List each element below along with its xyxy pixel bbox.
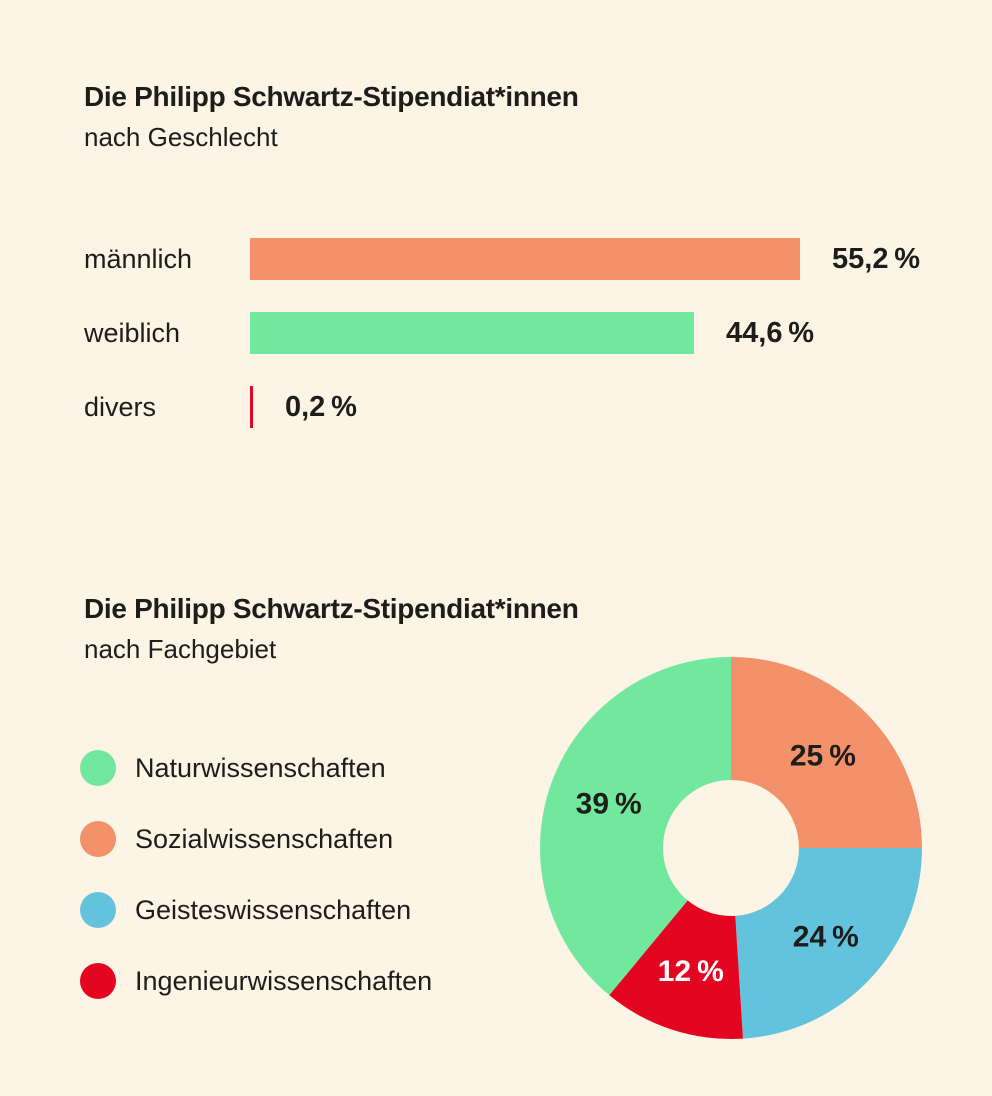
gender-chart-subtitle: nach Geschlecht: [84, 122, 278, 152]
donut-value-label-Naturwissenschaften: 39 %: [576, 788, 642, 821]
bar-value-label: 0,2 %: [285, 390, 357, 423]
bar-row-weiblich: weiblich 44,6 %: [84, 312, 964, 354]
legend-label: Ingenieurwissenschaften: [135, 965, 433, 996]
bar-divers: [250, 386, 253, 428]
legend-label: Geisteswissenschaften: [135, 894, 412, 925]
donut-legend: Naturwissenschaften Sozialwissenschaften G…: [80, 750, 432, 1034]
donut-value-label-Ingenieurwissenschaften: 12 %: [658, 955, 724, 988]
bar-row-divers: divers 0,2 %: [84, 386, 964, 428]
legend-item-Sozialwissenschaften: Sozialwissenschaften: [80, 821, 432, 857]
donut-slice-Geisteswissenschaften: [735, 848, 922, 1039]
legend-item-Ingenieurwissenschaften: Ingenieurwissenschaften: [80, 963, 432, 999]
bar-category-label: männlich: [84, 243, 193, 274]
donut-value-label-Sozialwissenschaften: 25 %: [790, 740, 856, 773]
legend-label: Naturwissenschaften: [135, 752, 386, 783]
donut-slice-Ingenieurwissenschaften: [609, 900, 743, 1039]
legend-item-Naturwissenschaften: Naturwissenschaften: [80, 750, 432, 786]
bar-männlich: [250, 238, 800, 280]
field-chart-subtitle: nach Fachgebiet: [84, 634, 277, 664]
legend-dot-icon: [80, 821, 116, 857]
bar-category-label: divers: [84, 391, 157, 422]
donut-value-label-Geisteswissenschaften: 24 %: [793, 921, 859, 954]
gender-chart-title: Die Philipp Schwartz-Stipendiat*innen: [84, 81, 579, 112]
field-chart-title: Die Philipp Schwartz-Stipendiat*innen: [84, 593, 579, 624]
donut-slice-Naturwissenschaften: [539, 657, 731, 996]
legend-label: Sozialwissenschaften: [135, 823, 394, 854]
bar-rows: männlich 55,2 % weiblich 44,6 % divers 0,2 %: [84, 238, 964, 460]
bar-weiblich: [250, 312, 694, 354]
legend-dot-icon: [80, 892, 116, 928]
bar-value-label: 44,6 %: [726, 316, 815, 349]
legend-item-Geisteswissenschaften: Geisteswissenschaften: [80, 892, 432, 928]
donut-slice-Sozialwissenschaften: [731, 657, 922, 848]
legend-dot-icon: [80, 963, 116, 999]
bar-value-label: 55,2 %: [832, 242, 921, 275]
legend-dot-icon: [80, 750, 116, 786]
donut-chart: 25 % 24 % 12 % 39 %: [539, 657, 922, 1039]
bar-row-männlich: männlich 55,2 %: [84, 238, 964, 280]
bar-category-label: weiblich: [84, 317, 181, 348]
